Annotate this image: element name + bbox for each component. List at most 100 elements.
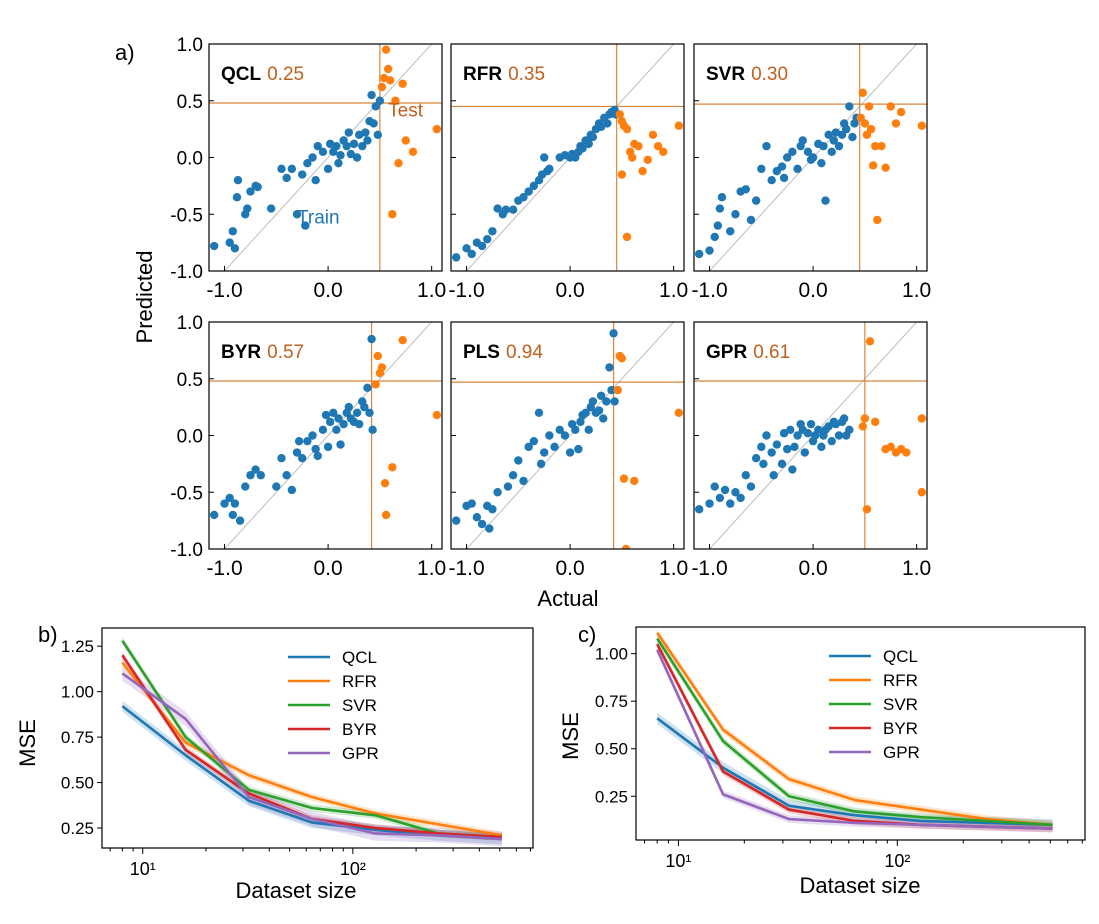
test-point: [860, 414, 870, 423]
x-tick-label: 1.0: [417, 279, 446, 302]
y-tick-label: 0.50: [61, 774, 94, 793]
train-point: [358, 141, 367, 151]
train-point: [584, 425, 593, 435]
train-point: [603, 119, 612, 128]
panel-b-xlabel: Dataset size: [235, 878, 356, 903]
line-gpr: [656, 649, 1053, 830]
test-point: [388, 463, 397, 472]
train-point: [596, 122, 606, 132]
x-tick-label: -1.0: [691, 279, 727, 302]
train-point: [550, 442, 559, 452]
train-point: [806, 419, 816, 429]
train-point: [352, 408, 362, 417]
x-tick-label: -1.0: [448, 557, 484, 580]
train-point: [824, 130, 833, 139]
train-point: [349, 139, 359, 149]
train-point: [757, 442, 766, 452]
legend-label-qcl: QCL: [342, 648, 377, 667]
train-point: [793, 164, 802, 174]
train-point: [493, 204, 502, 213]
train-point: [762, 431, 771, 440]
train-point: [369, 119, 378, 128]
legend-label-qcl: QCL: [883, 647, 918, 666]
train-point: [368, 425, 377, 435]
train-point: [323, 442, 333, 452]
test-point: [401, 136, 410, 145]
x-tick-label: 10²: [340, 859, 366, 879]
train-point: [731, 210, 740, 219]
train-point: [308, 431, 317, 440]
train-point: [834, 431, 844, 440]
train-point: [545, 164, 554, 174]
test-point: [902, 448, 911, 457]
test-point: [866, 124, 876, 134]
train-point: [282, 471, 291, 480]
train-point: [308, 153, 317, 162]
test-point: [613, 385, 622, 395]
train-point: [534, 408, 544, 417]
test-point: [377, 363, 387, 372]
subplot-qcl: QCL 0.25 -1.0 0.0 1.0 1.0 0.5 0.0 -0.5 -1.0 Test Tr…: [170, 35, 446, 302]
test-point: [659, 147, 668, 157]
train-point: [584, 139, 593, 149]
train-point: [529, 181, 539, 191]
train-point: [519, 476, 528, 486]
scatter-grid: QCL 0.25 -1.0 0.0 1.0 1.0 0.5 0.0 -0.5 -1.0 Test Tr…: [170, 35, 931, 580]
train-point: [462, 244, 471, 253]
line-qcl: [656, 717, 1053, 827]
train-point: [303, 158, 312, 168]
train-point: [485, 524, 494, 533]
line-svr: [656, 637, 1053, 827]
train-point: [751, 196, 761, 205]
train-point: [848, 132, 857, 142]
panel-c-ylabel: MSE: [558, 712, 583, 760]
train-point: [329, 408, 338, 417]
train-point: [323, 164, 333, 174]
train-point: [246, 471, 255, 480]
test-point: [408, 147, 418, 157]
train-point: [574, 444, 583, 454]
y-tick-label: -0.5: [170, 483, 203, 504]
train-point: [769, 471, 778, 480]
model-name: SVR: [706, 64, 745, 85]
model-score: 0.30: [751, 64, 788, 85]
legend-label-svr: SVR: [342, 696, 377, 715]
train-point: [581, 408, 590, 417]
train-point: [493, 488, 502, 497]
train-point: [798, 136, 807, 145]
y-tick-label: 1.0: [177, 313, 203, 334]
train-point: [508, 471, 518, 480]
train-point: [375, 96, 385, 105]
train-point: [363, 136, 372, 145]
train-point: [571, 425, 580, 435]
test-point: [371, 380, 380, 389]
panel-a-xlabel: Actual: [537, 586, 598, 611]
test-point: [398, 79, 407, 88]
train-point: [588, 397, 598, 406]
train-point: [467, 249, 476, 259]
line-rfr: [656, 631, 1053, 827]
train-point: [817, 442, 826, 452]
train-point: [788, 465, 797, 474]
train-point: [336, 151, 345, 160]
model-score: 0.25: [267, 64, 304, 85]
x-tick-label: 0.0: [555, 557, 584, 580]
legend-label-gpr: GPR: [883, 743, 920, 762]
panel-a-ylabel: Predicted: [132, 251, 157, 344]
test-point: [398, 335, 407, 345]
model-name: QCL: [221, 64, 262, 85]
plot-area: [451, 44, 684, 271]
test-point: [674, 408, 684, 417]
train-point: [488, 505, 497, 514]
train-point: [303, 436, 312, 446]
subplot-byr: BYR 0.57 -1.0 0.0 1.0 1.0 0.5 0.0 -0.5 -1.0: [170, 313, 446, 580]
model-name: BYR: [221, 342, 261, 363]
test-point: [871, 141, 880, 151]
subplot-pls: PLS 0.94 -1.0 0.0 1.0: [448, 321, 688, 580]
train-point: [607, 385, 616, 395]
train-point: [361, 128, 370, 137]
train-point: [786, 425, 795, 435]
train-point: [827, 436, 836, 446]
test-point: [917, 488, 927, 497]
band-gpr: [657, 646, 1053, 833]
